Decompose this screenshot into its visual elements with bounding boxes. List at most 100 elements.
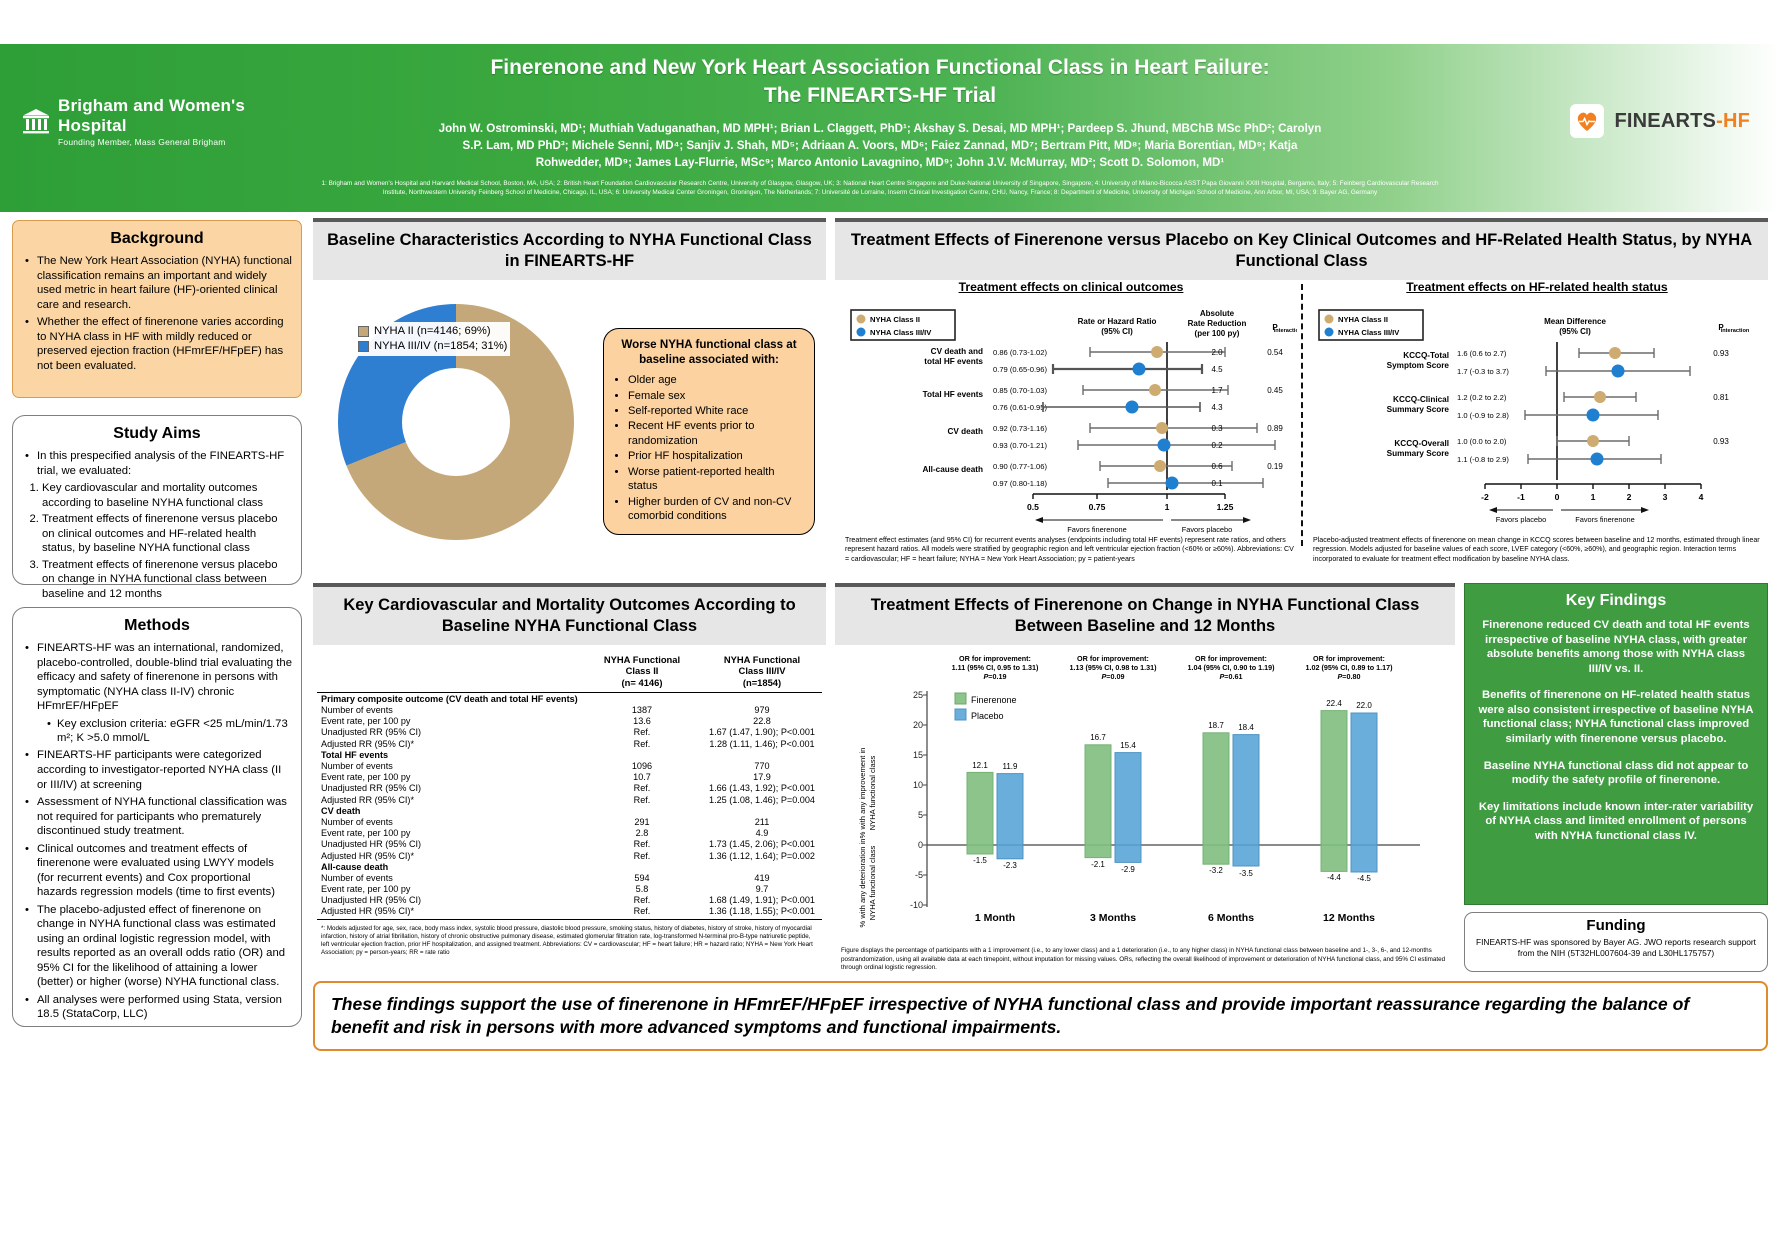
svg-text:0: 0 [1555, 492, 1560, 502]
list-item: In this prespecified analysis of the FIN… [25, 449, 292, 478]
svg-text:-1.5: -1.5 [973, 856, 987, 865]
svg-text:NYHA functional class: NYHA functional class [868, 846, 877, 921]
svg-text:1.1 (-0.8 to 2.9): 1.1 (-0.8 to 2.9) [1457, 455, 1509, 464]
panel-divider [1301, 284, 1303, 546]
table-rule-bottom [317, 917, 822, 920]
svg-text:2.0: 2.0 [1211, 348, 1223, 357]
worse-nyha-heading: Worse NYHA functional class at baseline … [621, 338, 797, 367]
svg-text:0.85 (0.70-1.03): 0.85 (0.70-1.03) [993, 386, 1048, 395]
svg-text:4: 4 [1699, 492, 1704, 502]
conclusion-text: These findings support the use of finere… [331, 994, 1690, 1037]
svg-text:Placebo: Placebo [971, 711, 1004, 721]
svg-text:0.93: 0.93 [1713, 349, 1729, 358]
list-item: Key exclusion criteria: eGFR <25 mL/min/… [47, 717, 292, 746]
svg-text:1: 1 [1165, 502, 1170, 512]
table-row: Number of events 1387 979 [321, 705, 770, 716]
svg-text:-2.3: -2.3 [1003, 861, 1017, 870]
svg-text:0.19: 0.19 [1267, 462, 1283, 471]
clinical-forest-footnote: Treatment effect estimates (and 95% CI) … [845, 536, 1294, 563]
table-row: Adjusted RR (95% CI)* Ref. 1.28 (1.11, 1.4… [321, 738, 815, 749]
table-row: Event rate, per 100 py 13.6 22.8 [321, 716, 771, 727]
svg-text:6 Months: 6 Months [1208, 912, 1254, 924]
svg-text:15: 15 [913, 750, 923, 760]
svg-text:-3.2: -3.2 [1209, 866, 1223, 875]
poster-header: Brigham and Women's Hospital Founding Me… [0, 44, 1780, 212]
key-finding-item: Benefits of finerenone on HF-related hea… [1478, 689, 1754, 745]
clinical-forest-svg: NYHA Class II NYHA Class III/IV Rate or … [850, 309, 1297, 534]
worse-nyha-list: Older age Female sex Self-reported White… [614, 373, 804, 523]
table-row: Adjusted HR (95% CI)* Ref. 1.36 (1.18, 1.5… [321, 906, 815, 917]
funding-heading: Funding [1586, 917, 1646, 934]
author-list: John W. Ostrominski, MD¹; Muthiah Vaduga… [438, 121, 1322, 170]
list-item: Whether the effect of finerenone varies … [25, 315, 292, 373]
table-row: Number of events 1096 770 [321, 761, 770, 771]
list-item: All analyses were performed using Stata,… [25, 993, 292, 1022]
list-item: Prior HF hospitalization [628, 449, 804, 463]
svg-text:3 Months: 3 Months [1090, 912, 1136, 924]
svg-text:P: P [1272, 323, 1278, 332]
col-header-class34: NYHA Functional Class III/IV (n=1854) [723, 653, 801, 689]
svg-text:interaction: interaction [1274, 328, 1297, 334]
svg-text:NYHA Class III/IV: NYHA Class III/IV [1338, 328, 1400, 337]
outcomes-table: NYHA Functional Class II (n= 4146) NYHA Fu… [317, 653, 822, 920]
list-item: Clinical outcomes and treatment effects … [25, 842, 292, 900]
legend-label: NYHA II (n=4146; 69%) [374, 325, 491, 337]
table-section-header: All-cause death [321, 861, 389, 872]
svg-text:22.0: 22.0 [1356, 701, 1372, 710]
svg-text:-4.4: -4.4 [1327, 873, 1341, 882]
svg-text:1.7 (-0.3 to 3.7): 1.7 (-0.3 to 3.7) [1457, 367, 1509, 376]
outcomes-table-panel: Key Cardiovascular and Mortality Outcome… [313, 583, 826, 973]
svg-text:Total HF events: Total HF events [923, 390, 984, 399]
svg-text:-2: -2 [1481, 492, 1489, 502]
svg-text:0.79 (0.65-0.96): 0.79 (0.65-0.96) [993, 365, 1048, 374]
header-blank [317, 653, 582, 691]
svg-text:(per 100 py): (per 100 py) [1195, 329, 1240, 338]
list-item: FINEARTS-HF participants were categorize… [25, 748, 292, 792]
effects-panel-title: Treatment Effects of Finerenone versus P… [835, 218, 1768, 281]
svg-text:-4.5: -4.5 [1357, 874, 1371, 883]
svg-text:3: 3 [1663, 492, 1668, 502]
svg-text:CV death: CV death [948, 427, 984, 436]
key-finding-item: Key limitations include known inter-rate… [1478, 800, 1754, 842]
svg-text:(95% CI): (95% CI) [1101, 327, 1133, 336]
svg-text:Mean Difference: Mean Difference [1544, 317, 1606, 326]
svg-text:0.3: 0.3 [1211, 424, 1223, 433]
funding-text: FINEARTS-HF was sponsored by Bayer AG. J… [1475, 937, 1757, 958]
key-findings-heading: Key Findings [1565, 592, 1667, 609]
clinical-outcomes-forest: Treatment effects on clinical outcomes N… [845, 280, 1297, 564]
svg-text:1.0 (-0.9 to 2.8): 1.0 (-0.9 to 2.8) [1457, 411, 1509, 420]
svg-text:1.0 (0.0 to 2.0): 1.0 (0.0 to 2.0) [1457, 437, 1507, 446]
svg-text:0.75: 0.75 [1089, 502, 1106, 512]
svg-text:22.4: 22.4 [1326, 699, 1342, 708]
svg-text:interaction: interaction [1721, 328, 1750, 334]
table-row: Unadjusted RR (95% CI) Ref. 1.67 (1.47, 1.… [321, 727, 815, 738]
table-row: Event rate, per 100 py 5.8 9.7 [321, 884, 769, 895]
svg-text:0.93: 0.93 [1713, 437, 1729, 446]
svg-text:10: 10 [913, 780, 923, 790]
col-header-class2: NYHA Functional Class II (n= 4146) [603, 653, 681, 689]
svg-text:4.5: 4.5 [1211, 365, 1223, 374]
svg-text:NYHA Class II: NYHA Class II [870, 315, 920, 324]
svg-text:P=0.80: P=0.80 [1338, 672, 1361, 681]
list-item: FINEARTS-HF was an international, random… [25, 641, 292, 714]
table-rule [317, 690, 822, 694]
svg-text:NYHA Class II: NYHA Class II [1338, 315, 1388, 324]
background-bullets: The New York Heart Association (NYHA) fu… [22, 254, 292, 373]
svg-text:Favors finerenone: Favors finerenone [1067, 525, 1127, 534]
finearts-logo: FINEARTS-HF [1570, 104, 1750, 138]
svg-text:Rate Reduction: Rate Reduction [1188, 319, 1247, 328]
legend-label: NYHA III/IV (n=1854; 31%) [374, 340, 508, 353]
svg-text:1.11 (95% CI, 0.95 to 1.31): 1.11 (95% CI, 0.95 to 1.31) [952, 663, 1039, 672]
table-header-row: NYHA Functional Class II (n= 4146) NYHA Fu… [317, 653, 822, 691]
methods-bullets: FINEARTS-HF was an international, random… [22, 641, 292, 1022]
table-row: Number of events 291 211 [321, 816, 770, 827]
svg-text:0.45: 0.45 [1267, 386, 1283, 395]
svg-text:0.90 (0.77-1.06): 0.90 (0.77-1.06) [993, 462, 1048, 471]
list-item: Treatment effects of finerenone versus p… [42, 512, 292, 556]
svg-text:Rate or Hazard Ratio: Rate or Hazard Ratio [1078, 317, 1157, 326]
svg-text:5: 5 [918, 810, 923, 820]
svg-text:4.3: 4.3 [1211, 403, 1223, 412]
svg-text:Absolute: Absolute [1200, 309, 1235, 318]
list-item: Treatment effects of finerenone versus p… [42, 558, 292, 602]
svg-text:1.02 (95% CI, 0.89 to 1.17): 1.02 (95% CI, 0.89 to 1.17) [1305, 663, 1393, 672]
